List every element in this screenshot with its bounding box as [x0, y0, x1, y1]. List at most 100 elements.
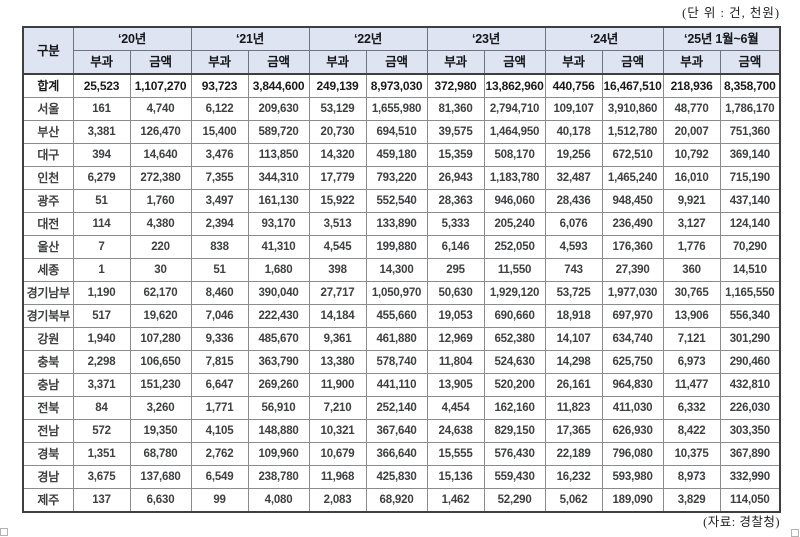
table-cell: 14,510 — [719, 258, 781, 282]
table-cell: 697,970 — [601, 304, 664, 328]
table-cell: 161 — [72, 97, 131, 121]
table-cell: 68,780 — [129, 442, 192, 466]
table-cell: 441,110 — [365, 373, 428, 397]
col-header-year: ‘21년 — [190, 26, 310, 51]
row-label: 제주 — [22, 488, 74, 513]
table-cell: 485,670 — [247, 327, 310, 351]
table-cell: 226,030 — [719, 396, 781, 420]
table-cell: 743 — [544, 258, 603, 282]
row-label: 대구 — [22, 143, 74, 167]
table-cell: 552,540 — [365, 189, 428, 213]
table-cell: 14,300 — [365, 258, 428, 282]
table-cell: 19,620 — [129, 304, 192, 328]
table-cell: 5,062 — [544, 488, 603, 513]
table-cell: 3,127 — [662, 212, 721, 236]
table-cell: 6,630 — [129, 488, 192, 513]
table-cell: 2,794,710 — [483, 97, 546, 121]
table-cell: 303,350 — [719, 419, 781, 443]
table-cell: 19,256 — [544, 143, 603, 167]
table-head: 구분 ‘20년 ‘21년 ‘22년 ‘23년 ‘24년 ‘25년 1월~6월 부과 금액 부과 금액… — [22, 26, 781, 75]
table-cell: 51 — [190, 258, 249, 282]
table-row: 제주 137 6,630 99 4,080 2,083 68,920 1,462 52,290 5… — [22, 488, 781, 513]
table-cell: 162,160 — [483, 396, 546, 420]
row-label: 경기북부 — [22, 304, 74, 328]
table-cell: 363,790 — [247, 350, 310, 374]
table-cell: 107,280 — [129, 327, 192, 351]
table-cell: 7,046 — [190, 304, 249, 328]
table-cell: 10,679 — [308, 442, 367, 466]
table-cell: 30 — [129, 258, 192, 282]
table-cell: 113,850 — [247, 143, 310, 167]
col-header-gubun: 구분 — [22, 26, 74, 75]
table-cell: 18,918 — [544, 304, 603, 328]
col-header-sub: 부과 — [308, 50, 367, 75]
table-cell: 559,430 — [483, 465, 546, 489]
table-cell: 4,454 — [426, 396, 485, 420]
table-cell: 41,310 — [247, 235, 310, 259]
table-cell: 14,107 — [544, 327, 603, 351]
table-cell: 13,380 — [308, 350, 367, 374]
table-cell: 39,575 — [426, 120, 485, 144]
col-header-sub: 금액 — [719, 50, 781, 75]
table-header-row-sub: 부과 금액 부과 금액 부과 금액 부과 금액 부과 금액 부과 금액 — [23, 50, 781, 75]
table-row: 전남 572 19,350 4,105 148,880 10,321 367,640 24,6… — [22, 419, 781, 443]
resize-handle-left[interactable] — [0, 528, 8, 536]
table-cell: 126,470 — [129, 120, 192, 144]
table-cell: 432,810 — [719, 373, 781, 397]
table-cell: 366,640 — [365, 442, 428, 466]
table-cell: 367,640 — [365, 419, 428, 443]
table-cell: 360 — [662, 258, 721, 282]
unit-note: (단 위 : 건, 천원) — [682, 6, 780, 20]
col-header-sub: 부과 — [544, 50, 603, 75]
table-cell: 3,381 — [72, 120, 131, 144]
table-cell: 4,740 — [129, 97, 192, 121]
table-cell: 114,050 — [719, 488, 781, 513]
row-label: 경기남부 — [22, 281, 74, 305]
table-cell: 425,830 — [365, 465, 428, 489]
table-cell: 10,375 — [662, 442, 721, 466]
col-header-year: ‘22년 — [308, 26, 428, 51]
table-cell: 295 — [426, 258, 485, 282]
col-header-year: ‘25년 1월~6월 — [662, 26, 781, 51]
table-cell: 11,804 — [426, 350, 485, 374]
table-cell: 7,210 — [308, 396, 367, 420]
table-cell: 1 — [72, 258, 131, 282]
table-cell: 99 — [190, 488, 249, 513]
table-cell: 672,510 — [601, 143, 664, 167]
table-cell: 9,361 — [308, 327, 367, 351]
table-cell: 27,390 — [601, 258, 664, 282]
row-label: 강원 — [22, 327, 74, 351]
table-cell: 634,740 — [601, 327, 664, 351]
row-label: 전남 — [22, 419, 74, 443]
table-cell: 14,640 — [129, 143, 192, 167]
table-cell: 626,930 — [601, 419, 664, 443]
table-cell: 11,900 — [308, 373, 367, 397]
table-cell: 133,890 — [365, 212, 428, 236]
table-cell: 1,977,030 — [601, 281, 664, 305]
table-cell: 946,060 — [483, 189, 546, 213]
table-cell: 81,360 — [426, 97, 485, 121]
table-cell: 1,050,970 — [365, 281, 428, 305]
table-cell: 572 — [72, 419, 131, 443]
table-cell: 1,655,980 — [365, 97, 428, 121]
table-cell: 3,675 — [72, 465, 131, 489]
table-cell: 109,960 — [247, 442, 310, 466]
table-cell: 455,660 — [365, 304, 428, 328]
table-cell: 137,680 — [129, 465, 192, 489]
table-cell: 390,040 — [247, 281, 310, 305]
row-label: 부산 — [22, 120, 74, 144]
table-cell: 690,660 — [483, 304, 546, 328]
table-cell: 24,638 — [426, 419, 485, 443]
table-cell: 272,380 — [129, 166, 192, 190]
table-cell: 6,122 — [190, 97, 249, 121]
col-header-sub: 부과 — [190, 50, 249, 75]
table-cell: 4,380 — [129, 212, 192, 236]
table-cell: 964,830 — [601, 373, 664, 397]
table-cell: 176,360 — [601, 235, 664, 259]
table-row: 광주 51 1,760 3,497 161,130 15,922 552,540 28,363… — [22, 189, 781, 213]
table-cell: 2,298 — [72, 350, 131, 374]
table-cell: 15,400 — [190, 120, 249, 144]
table-cell: 236,490 — [601, 212, 664, 236]
table-cell: 32,487 — [544, 166, 603, 190]
table-cell: 50,630 — [426, 281, 485, 305]
